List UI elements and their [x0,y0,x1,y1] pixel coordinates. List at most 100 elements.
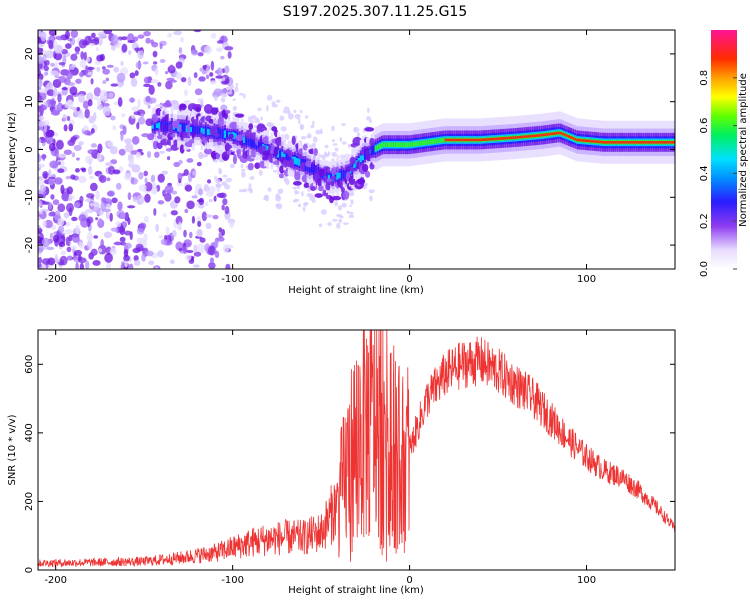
heatmap-cell [209,80,217,85]
heatmap-cell [191,118,201,127]
heatmap-cell [166,122,170,131]
heatmap-cell [202,64,208,69]
heatmap-cell [352,136,363,146]
heatmap-cell [195,107,202,113]
heatmap-cell [196,229,203,237]
heatmap-cell [315,129,322,135]
heatmap-cell [96,66,101,72]
heatmap-cell [119,212,126,220]
heatmap-cell [434,138,437,144]
heatmap-cell [191,195,198,199]
heatmap-cell [606,141,609,144]
heatmap-cell [275,203,280,208]
heatmap-cell [215,133,220,138]
heatmap-cell [48,169,52,177]
heatmap-cell [38,43,45,48]
heatmap-cell [627,141,630,144]
heatmap-cell [236,148,243,155]
heatmap-cell [100,238,104,249]
heatmap-cell [610,141,613,144]
chart-title: S197.2025.307.11.25.G15 [283,4,468,20]
heatmap-cell [141,253,146,262]
heatmap-cell [173,30,183,36]
heatmap-cell [239,92,244,96]
heatmap-cell [73,249,83,256]
heatmap-cell [296,157,299,165]
heatmap-cell [98,175,107,183]
heatmap-cell [224,205,230,215]
heatmap-cell [90,248,98,256]
colorbar: 0.0 0.2 0.4 0.6 0.8 Normalized spectral ampl… [699,30,749,277]
heatmap-xtick-label: -200 [44,274,67,285]
heatmap-cell [376,145,380,150]
heatmap-cell [74,46,81,53]
heatmap-cell [487,138,490,141]
heatmap-cell [213,159,219,163]
heatmap-cell [218,227,223,233]
heatmap-cell [209,72,214,77]
heatmap-cell [194,125,197,135]
heatmap-cell [353,163,357,169]
heatmap-cell [137,49,144,60]
heatmap-cell [222,174,228,178]
heatmap-cell [203,103,213,114]
heatmap-cell [79,262,84,269]
heatmap-cell [476,138,480,142]
heatmap-cell [79,59,86,68]
heatmap-cell [451,138,454,142]
heatmap-cell [123,254,130,262]
heatmap-cell [356,178,366,185]
heatmap-cell [206,128,210,135]
heatmap-cell [69,86,78,96]
heatmap-cell [192,170,197,176]
heatmap-cell [215,183,222,188]
heatmap-cell [485,138,488,141]
heatmap-cell [111,34,119,45]
heatmap-cell [38,163,46,168]
heatmap-cell [128,97,136,103]
heatmap-cell [86,216,94,224]
heatmap-cell [57,93,62,103]
heatmap-cell [77,93,85,103]
heatmap-cell [671,141,675,144]
heatmap-xtick-label: 100 [577,274,596,285]
heatmap-cell [176,181,183,187]
heatmap-cell [178,47,183,54]
heatmap-cell [166,156,171,161]
heatmap-cell [616,141,620,144]
heatmap-cell [70,106,77,110]
heatmap-cell [164,71,169,75]
heatmap-cell [137,98,141,109]
heatmap-cell [227,51,232,59]
heatmap-cell [68,197,73,202]
heatmap-cell [192,124,195,136]
heatmap-cell [193,30,202,33]
heatmap-cell [53,210,61,221]
heatmap-cell [185,254,192,261]
heatmap-cell [308,144,313,148]
heatmap-cell [303,201,309,206]
heatmap-cell [48,212,54,217]
heatmap-cell [201,211,208,222]
heatmap-cell [472,138,475,142]
heatmap-cell [197,188,204,196]
heatmap-cell [61,87,69,91]
heatmap-cell [50,110,60,116]
heatmap-cell [121,43,128,53]
heatmap-cell [125,143,134,153]
heatmap-cell [317,177,323,187]
heatmap-cell [102,208,111,213]
heatmap-cell [110,227,119,232]
heatmap-cell [669,141,673,144]
heatmap-cell [178,247,183,252]
heatmap-cell [314,193,324,198]
heatmap-cell [49,160,59,169]
heatmap-cell [220,55,225,60]
heatmap-cell [367,107,370,114]
heatmap-cell [84,260,90,269]
heatmap-cell [41,237,51,248]
heatmap-cell [493,137,497,141]
heatmap-cell [133,259,141,266]
heatmap-cell [412,141,416,147]
heatmap-cell [57,153,67,159]
